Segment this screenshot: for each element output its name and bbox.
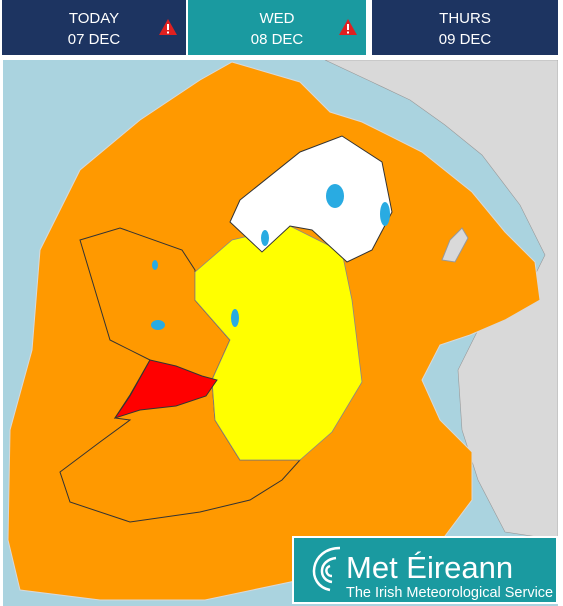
- lakes: [151, 184, 390, 330]
- day-tab[interactable]: TODAY 07 DEC: [2, 0, 186, 55]
- logo-name: Met Éireann: [346, 550, 513, 585]
- zone-red: [113, 359, 218, 419]
- warning-map: Met Éireann The Irish Meteorological Ser…: [3, 60, 558, 606]
- logo-tagline: The Irish Meteorological Service: [346, 585, 553, 601]
- tab-day: TODAY: [68, 10, 120, 27]
- warning-icon: [159, 19, 177, 35]
- warning-icon: [339, 19, 357, 35]
- isle-of-man: [441, 227, 469, 263]
- zone-yellow: [194, 225, 363, 461]
- zone-white: [229, 135, 393, 263]
- day-tab[interactable]: THURS 09 DEC: [372, 0, 558, 55]
- tab-date: 09 DEC: [438, 31, 492, 48]
- logo-swirl: [312, 546, 341, 592]
- tab-day: THURS: [439, 10, 491, 27]
- day-tab[interactable]: WED 08 DEC: [188, 0, 366, 55]
- tab-day: WED: [259, 10, 295, 27]
- tab-date: 07 DEC: [67, 31, 121, 48]
- tab-date: 08 DEC: [250, 31, 304, 48]
